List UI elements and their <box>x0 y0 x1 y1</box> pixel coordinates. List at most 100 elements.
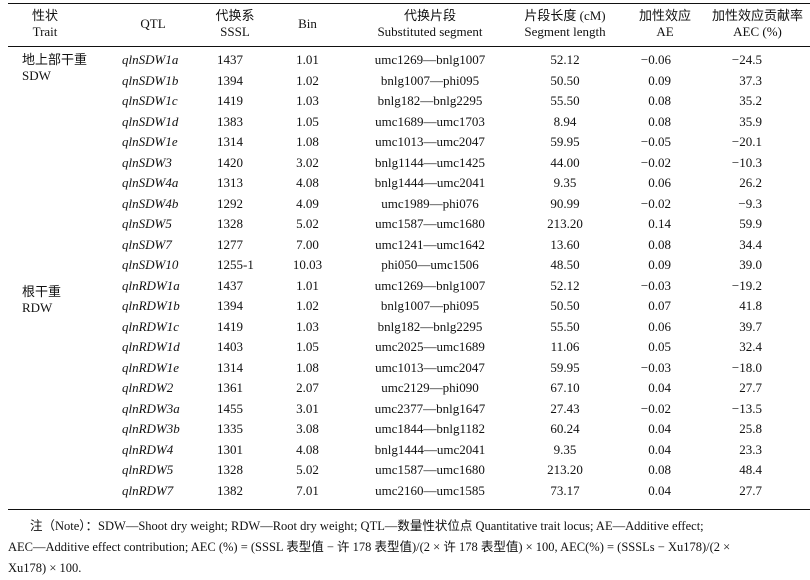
header-aec-cn: 加性效应贡献率 <box>711 8 803 23</box>
cell-qtl: qlnRDW1b <box>122 298 180 313</box>
header-segment-cn: 代换片段 <box>403 8 456 23</box>
cell-ae: 0.05 <box>648 339 671 354</box>
group-label-sdw-cn: 地上部干重 <box>22 52 88 67</box>
cell-ae: −0.05 <box>640 134 671 149</box>
header-length: 片段长度 (cM) Segment length <box>515 8 615 40</box>
cell-ae: −0.02 <box>640 400 671 416</box>
cell-ae: 0.04 <box>648 421 671 436</box>
header-segment-en: Substituted segment <box>377 24 483 39</box>
cell-segment: umc2160—umc1585 <box>375 482 485 498</box>
cell-ae: 0.08 <box>648 93 671 108</box>
cell-sssl: 1419 <box>217 93 243 108</box>
header-sssl-cn: 代换系 <box>215 8 255 23</box>
cell-sssl: 1255-1 <box>217 257 254 272</box>
cell-ae: 0.14 <box>648 216 671 231</box>
cell-aec: −10.3 <box>731 154 762 170</box>
cell-aec: 27.7 <box>739 482 762 498</box>
cell-aec: 39.7 <box>739 318 762 334</box>
cell-qtl: qlnSDW7 <box>122 236 172 252</box>
cell-length: 73.17 <box>550 482 580 498</box>
cell-qtl: qlnRDW5 <box>122 462 174 477</box>
cell-qtl: qlnSDW5 <box>122 216 172 231</box>
cell-segment: phi050—umc1506 <box>381 257 479 272</box>
cell-segment: umc1989—phi076 <box>381 195 479 211</box>
cell-sssl: 1382 <box>217 482 243 498</box>
header-ae-cn: 加性效应 <box>638 8 691 23</box>
cell-segment: bnlg1007—phi095 <box>380 298 480 313</box>
cell-bin: 5.02 <box>296 462 319 477</box>
header-sssl-en: SSSL <box>220 24 250 39</box>
group-label-rdw-cn: 根干重 <box>22 284 62 299</box>
cell-bin: 2.07 <box>296 380 319 395</box>
cell-sssl: 1328 <box>217 216 243 231</box>
cell-segment: umc1844—bnlg1182 <box>374 421 485 436</box>
cell-length: 50.50 <box>550 72 580 88</box>
cell-bin: 5.02 <box>296 216 319 231</box>
cell-aec: 23.3 <box>739 441 762 457</box>
cell-segment: umc2129—phi090 <box>381 380 479 395</box>
cell-bin: 7.00 <box>296 236 319 252</box>
cell-segment: umc1587—umc1680 <box>375 216 485 231</box>
cell-qtl: qlnRDW1e <box>122 359 180 375</box>
cell-bin: 4.08 <box>296 175 319 190</box>
cell-length: 52.12 <box>550 277 580 293</box>
cell-sssl: 1403 <box>217 339 243 354</box>
cell-length: 60.24 <box>550 421 580 436</box>
header-bin: Bin <box>280 16 335 32</box>
cell-segment: bnlg182—bnlg2295 <box>377 93 483 108</box>
table-bottom-rule <box>8 509 810 511</box>
cell-length: 44.00 <box>550 154 580 170</box>
cell-ae: −0.02 <box>640 154 671 170</box>
cell-length: 55.50 <box>550 318 580 334</box>
group-label-rdw: 根干重 RDW <box>22 284 61 316</box>
header-qtl: QTL <box>118 16 188 32</box>
cell-bin: 7.01 <box>296 482 319 498</box>
cell-aec: 37.3 <box>739 72 762 88</box>
cell-ae: 0.04 <box>648 441 671 457</box>
cell-aec: 34.4 <box>739 236 762 252</box>
cell-qtl: qlnSDW1d <box>122 113 179 129</box>
cell-aec: 48.4 <box>739 462 762 477</box>
cell-segment: umc2377—bnlg1647 <box>374 400 486 416</box>
cell-segment: umc1689—umc1703 <box>375 113 485 129</box>
cell-length: 11.06 <box>550 339 580 354</box>
cell-bin: 3.01 <box>296 400 319 416</box>
cell-qtl: qlnSDW3 <box>122 154 172 170</box>
cell-length: 59.95 <box>550 359 580 375</box>
cell-segment: umc1269—bnlg1007 <box>374 52 486 67</box>
cell-aec: 35.9 <box>739 113 762 129</box>
header-qtl-label: QTL <box>140 16 166 31</box>
cell-sssl: 1383 <box>217 113 243 129</box>
cell-sssl: 1394 <box>217 72 243 88</box>
header-ae-en: AE <box>656 24 674 39</box>
cell-bin: 1.05 <box>296 339 319 354</box>
cell-ae: 0.06 <box>648 318 671 334</box>
cell-ae: 0.08 <box>648 236 671 252</box>
cell-qtl: qlnRDW3a <box>122 400 180 416</box>
cell-segment: umc1241—umc1642 <box>375 236 485 252</box>
group-label-sdw-en: SDW <box>22 68 51 83</box>
cell-length: 50.50 <box>550 298 580 313</box>
cell-sssl: 1277 <box>217 236 243 252</box>
cell-segment: umc1587—umc1680 <box>375 462 485 477</box>
header-length-en: Segment length <box>524 24 606 39</box>
cell-bin: 1.08 <box>296 359 319 375</box>
header-length-cn: 片段长度 (cM) <box>524 8 606 23</box>
cell-bin: 3.02 <box>296 154 319 170</box>
cell-sssl: 1301 <box>217 441 243 457</box>
cell-qtl: qlnSDW1e <box>122 134 178 149</box>
cell-ae: 0.04 <box>648 482 671 498</box>
cell-qtl: qlnRDW7 <box>122 482 174 498</box>
cell-length: 213.20 <box>547 216 583 231</box>
cell-qtl: qlnSDW1c <box>122 93 178 108</box>
cell-qtl: qlnSDW4b <box>122 195 179 211</box>
cell-length: 13.60 <box>550 236 580 252</box>
cell-ae: 0.08 <box>648 462 671 477</box>
header-aec: 加性效应贡献率 AEC (%) <box>705 8 810 40</box>
cell-length: 59.95 <box>550 134 580 149</box>
cell-qtl: qlnRDW1d <box>122 339 180 354</box>
cell-bin: 1.03 <box>296 318 319 334</box>
table-top-rule <box>8 3 810 5</box>
cell-bin: 1.01 <box>296 52 319 67</box>
